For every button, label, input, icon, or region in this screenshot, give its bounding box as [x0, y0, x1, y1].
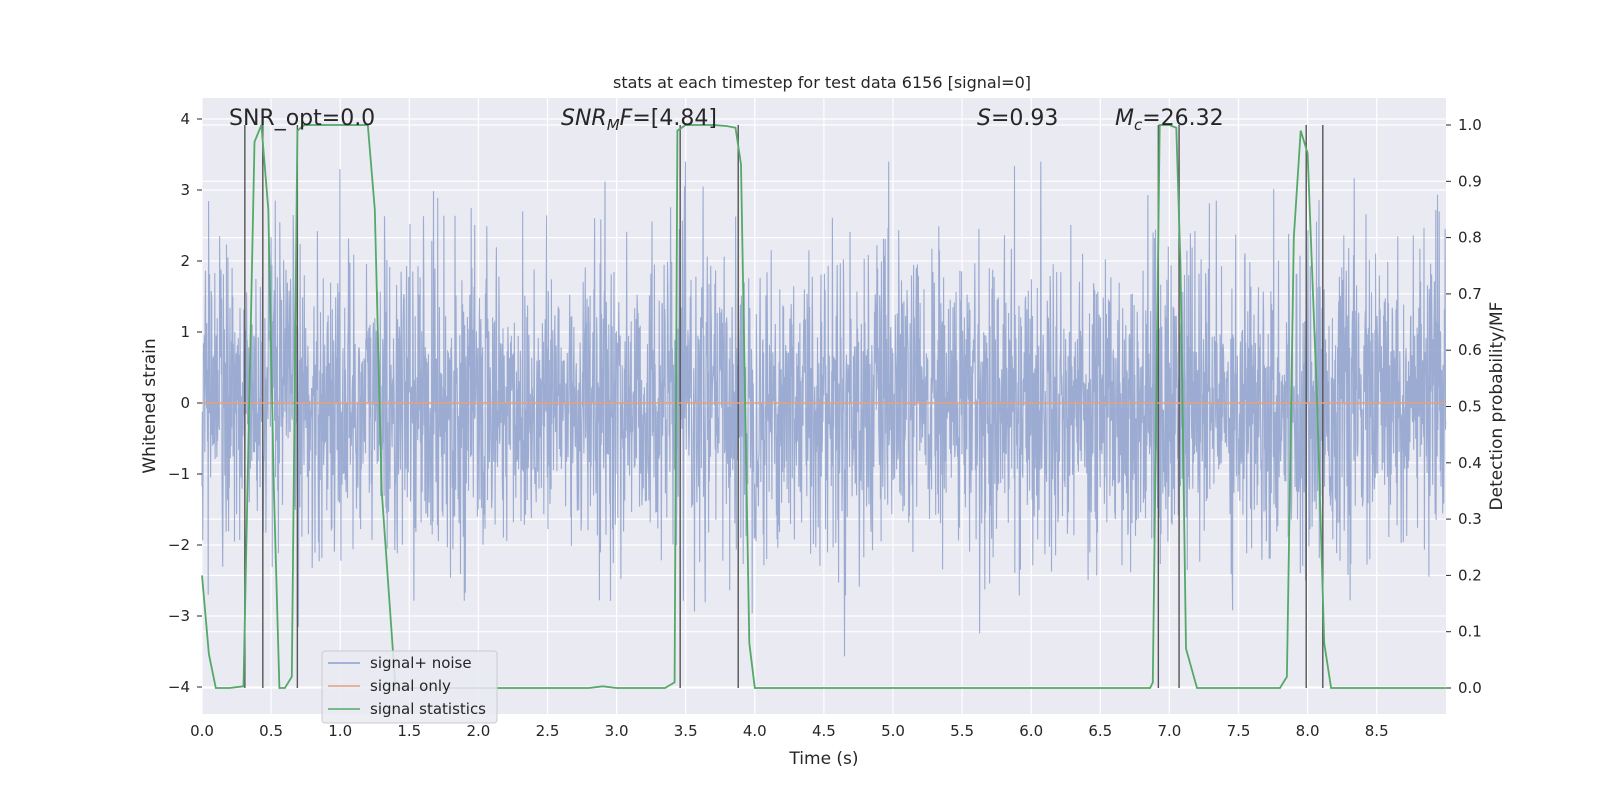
- annotation-snr-mf-f: F: [620, 106, 633, 131]
- y2-tick-label: 0.5: [1458, 398, 1482, 416]
- x-tick-label: 3.0: [605, 722, 629, 740]
- y-tick-label: −2: [168, 536, 190, 554]
- x-tick-label: 4.0: [743, 722, 767, 740]
- annotation-snr-mf-number: =[4.84]: [632, 106, 717, 131]
- legend-label-stats: signal statistics: [370, 700, 486, 718]
- y-tick-label: 2: [180, 252, 190, 270]
- y-tick-label: 0: [180, 394, 190, 412]
- x-tick-label: 0.0: [190, 722, 214, 740]
- y2-tick-label: 0.9: [1458, 172, 1482, 190]
- legend-box: [321, 650, 498, 724]
- y2-tick-label: 0.8: [1458, 229, 1482, 247]
- annotation-snr-mf-value: F=[4.84]: [620, 106, 717, 131]
- y2-axis-label: Detection probability/MF: [1487, 302, 1507, 511]
- annotation-mc: Mc=26.32: [1115, 106, 1224, 134]
- y-tick-label: 1: [180, 323, 190, 341]
- y2-tick-label: 0.0: [1458, 679, 1482, 697]
- x-tick-label: 2.5: [536, 722, 560, 740]
- annotation-snr-mf-symbol: SNR: [561, 106, 607, 131]
- x-tick-label: 4.5: [812, 722, 836, 740]
- tick-labels: 0.0 0.5 1.0 1.5 2.0 2.5 3.0 3.5 4.0 4.5 5.0 5.5 6.0 6…: [168, 110, 1482, 740]
- annotation-s-value: =0.93: [991, 106, 1058, 131]
- legend-label-noise: signal+ noise: [370, 654, 472, 672]
- annotation-mc-subscript: c: [1134, 116, 1143, 134]
- x-tick-label: 3.5: [674, 722, 698, 740]
- x-tick-label: 2.0: [466, 722, 490, 740]
- y-tick-label: −3: [168, 607, 190, 625]
- annotation-mc-symbol: M: [1115, 106, 1134, 131]
- y2-tick-label: 0.3: [1458, 510, 1482, 528]
- noise-series: [201, 161, 1447, 657]
- legend-label-signal: signal only: [370, 677, 451, 695]
- y2-tick-label: 0.1: [1458, 623, 1482, 641]
- annotation-snr-opt: SNR_opt=0.0: [229, 106, 375, 131]
- x-tick-label: 7.5: [1227, 722, 1251, 740]
- x-tick-label: 5.0: [881, 722, 905, 740]
- annotation-s-symbol: S: [977, 106, 991, 131]
- y2-tick-label: 0.6: [1458, 341, 1482, 359]
- signal-statistics-line: [201, 124, 1446, 689]
- x-axis-label: Time (s): [788, 749, 858, 769]
- x-tick-label: 8.5: [1365, 722, 1389, 740]
- x-tick-label: 1.5: [397, 722, 421, 740]
- y-axis-label: Whitened strain: [140, 338, 160, 473]
- x-tick-label: 7.0: [1157, 722, 1181, 740]
- y2-tick-label: 1.0: [1458, 116, 1482, 134]
- y2-tick-label: 0.7: [1458, 285, 1482, 303]
- annotation-snr-mf: SNRMF=[4.84]: [561, 106, 717, 134]
- x-tick-label: 8.0: [1296, 722, 1320, 740]
- y2-tick-label: 0.2: [1458, 566, 1482, 584]
- legend: signal+ noise signal only signal statist…: [321, 650, 498, 724]
- annotation-s: S=0.93: [977, 106, 1058, 131]
- annotation-mc-value: =26.32: [1142, 106, 1223, 131]
- y-tick-label: −4: [168, 678, 190, 696]
- y-tick-label: −1: [168, 465, 190, 483]
- noise-line: [201, 161, 1447, 657]
- x-tick-label: 6.5: [1088, 722, 1112, 740]
- x-tick-label: 1.0: [328, 722, 352, 740]
- x-tick-label: 6.0: [1019, 722, 1043, 740]
- annotation-snr-mf-subscript: M: [607, 116, 620, 134]
- x-tick-label: 5.5: [950, 722, 974, 740]
- signal-statistics-series: [201, 124, 1446, 689]
- vertical-markers: [244, 125, 1324, 688]
- y2-tick-label: 0.4: [1458, 454, 1482, 472]
- y-tick-label: 3: [180, 181, 190, 199]
- chart-title: stats at each timestep for test data 615…: [613, 73, 1031, 92]
- x-tick-label: 0.5: [259, 722, 283, 740]
- y-tick-label: 4: [180, 110, 190, 128]
